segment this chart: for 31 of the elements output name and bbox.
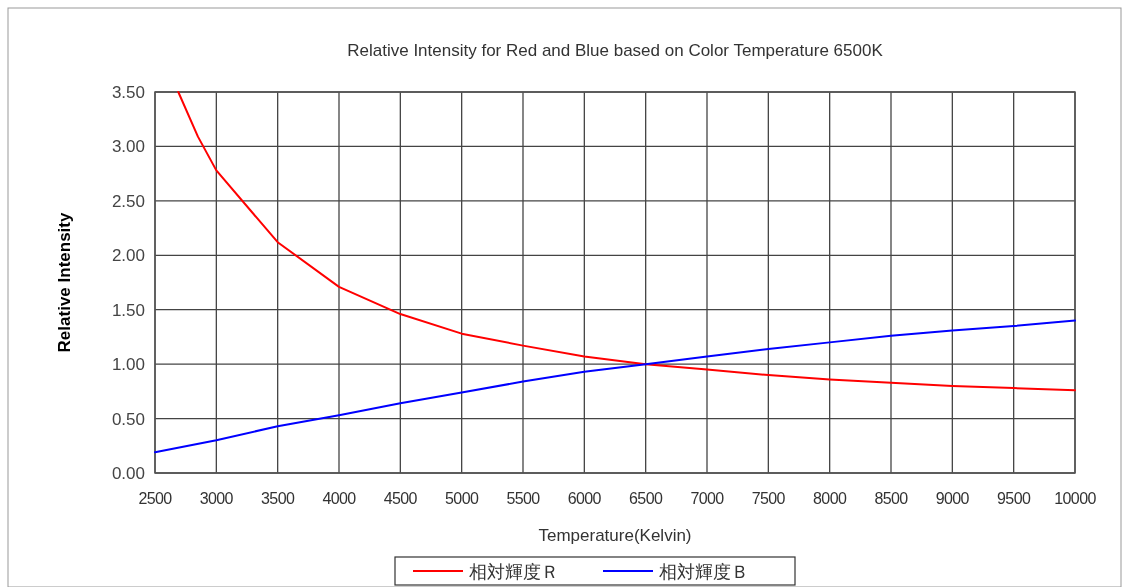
y-tick-label: 2.00 [111,246,145,266]
y-tick-label: 3.50 [111,83,145,102]
x-tick-label: 2500 [138,490,173,507]
x-tick-label: 9000 [935,490,970,507]
x-tick-label: 8500 [874,490,909,507]
x-tick-label: 6000 [567,490,602,507]
x-tick-label: 9500 [997,490,1031,507]
x-tick-label: 7500 [751,490,786,507]
legend-label: 相対輝度Ｂ [659,562,749,582]
x-tick-label: 7000 [690,490,725,507]
line-series [177,91,1076,392]
x-tick-label: 8000 [813,490,847,507]
y-axis-title: Relative Intensity [55,212,74,353]
x-tick-label: 5000 [445,490,479,507]
y-tick-label: 1.00 [111,355,145,375]
chart-title: Relative Intensity for Red and Blue based on Color Temperature 6500K [347,41,884,60]
x-tick-label: 3000 [199,490,234,507]
x-tick-label: 3500 [261,490,295,507]
x-tick-label: 10000 [1054,490,1097,507]
x-tick-label: 4500 [383,490,418,507]
x-axis-title: Temperature(Kelvin) [538,526,692,545]
legend-label: 相対輝度Ｒ [469,562,559,582]
y-tick-label: 2.50 [111,191,145,211]
y-tick-label: 0.50 [111,409,145,429]
x-tick-label: 6500 [629,490,663,507]
x-tick-label: 4000 [322,490,357,507]
y-tick-label: 1.50 [111,300,145,320]
line-series [154,319,1076,454]
x-tick-label: 5500 [506,490,541,507]
y-tick-label: 0.00 [111,464,145,483]
y-tick-label: 3.00 [111,137,145,157]
